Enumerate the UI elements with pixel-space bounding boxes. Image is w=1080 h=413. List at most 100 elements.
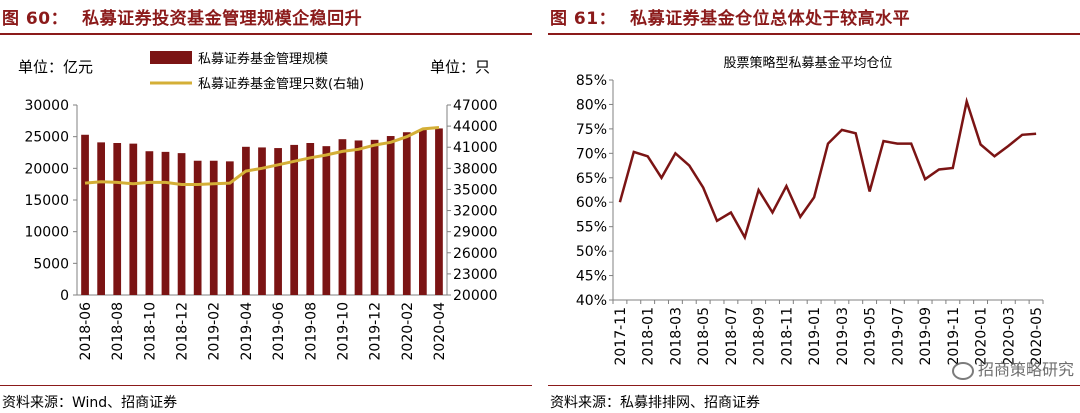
bar-2019-02 [209,160,218,295]
bar-2018-12 [177,153,186,295]
figure-60-chart: 单位：亿元 单位：只 私募证券基金管理规模 私募证券基金管理只数(右轴) 0 50… [18,51,498,361]
bar-2020-03 [419,129,427,295]
figure-61-source-rule [548,385,1080,386]
y-tick-label: 70% [576,146,607,162]
right-y-tick-label: 32000 [453,204,498,220]
right-y-tick-label: 26000 [453,246,498,262]
bar-2019-10 [338,139,347,295]
line-fund-count [84,126,440,186]
right-y-tick-label: 47000 [453,98,498,114]
figure-60-caption: 私募证券投资基金管理规模企稳回升 [82,9,363,29]
x-tick-label: 2019-06 [271,302,287,361]
left-y-tick-label: 25000 [24,130,69,146]
y-tick-label: 75% [576,122,607,138]
y-tick-label: 45% [576,269,607,285]
legend-swatch-bars [150,51,192,64]
bar-2019-08 [306,143,315,295]
left-unit-label: 单位：亿元 [18,58,93,76]
figure-60-panel: 图 60： 私募证券投资基金管理规模企稳回升 单位：亿元 单位：只 私募证券基金管… [0,0,532,413]
left-y-tick-label: 20000 [24,161,69,177]
x-tick-label: 2020-04 [432,302,448,361]
x-tick-label: 2018-05 [696,307,712,366]
right-y-tick-label: 20000 [453,288,498,304]
bar-2020-01 [386,136,395,295]
right-y-tick-label: 44000 [453,119,498,135]
bar-2019-04 [242,146,250,295]
x-tick-label: 2020-02 [400,302,416,361]
figure-61-chart: 股票策略型私募基金平均仓位 40% 45% 50% 55% 60% 65% 70% 75% 80… [576,55,1045,366]
figure-60-title-rule [0,33,532,35]
y-tick-label: 50% [576,244,607,260]
x-tick-label: 2018-03 [668,307,684,366]
bar-2019-12 [370,139,379,295]
left-y-tick-label: 0 [60,288,69,304]
x-tick-label: 2018-06 [78,302,94,361]
figure-61-title-rule [548,33,1080,35]
bar-2018-11 [161,151,170,295]
y-tick-label: 60% [576,195,607,211]
x-tick-label: 2020-05 [1029,307,1045,366]
bar-2020-04 [435,128,443,295]
x-tick-label: 2018-07 [724,307,740,366]
bar-2018-09 [129,143,138,295]
figure-60-number: 图 60： [2,9,69,29]
right-y-tick-label: 29000 [453,225,498,241]
line-average-position [618,96,1037,241]
right-unit-label: 单位：只 [430,58,490,76]
x-tick-label: 2019-12 [368,302,384,361]
x-tick-label: 2018-10 [142,302,158,361]
wechat-icon [951,361,974,380]
right-y-tick-label: 41000 [453,140,498,156]
figure-61-source: 资料来源：私募排排网、招商证券 [550,395,760,411]
figure-60-title: 图 60： 私募证券投资基金管理规模企稳回升 [2,4,362,29]
y-tick-label: 40% [576,293,607,309]
bar-2019-09 [322,146,331,295]
x-tick-label: 2019-11 [946,307,962,366]
x-tick-label: 2019-07 [890,307,906,366]
x-tick-label: 2020-03 [1001,307,1017,366]
x-tick-label: 2019-02 [207,302,223,361]
y-tick-label: 85% [576,73,607,89]
figure-61-panel: 图 61： 私募证券基金仓位总体处于较高水平 股票策略型私募基金平均仓位 40% 4… [548,0,1080,413]
x-tick-label: 2018-11 [779,307,795,366]
bar-2019-07 [290,144,299,295]
y-tick-label: 80% [576,97,607,113]
watermark-text: 招商策略研究 [977,360,1074,379]
x-tick-label: 2020-01 [974,307,990,366]
bar-2018-06 [81,134,89,295]
chart-title: 股票策略型私募基金平均仓位 [723,55,892,71]
watermark: 招商策略研究 [951,356,1074,380]
figure-60-source-rule [0,385,532,386]
bar-2020-02 [402,132,411,295]
left-y-tick-label: 5000 [33,256,69,272]
right-y-tick-label: 38000 [453,161,498,177]
bar-2019-01 [193,160,202,295]
right-y-tick-label: 35000 [453,182,498,198]
legend-label-bars: 私募证券基金管理规模 [198,51,328,67]
x-tick-label: 2018-09 [752,307,768,366]
figure-61-number: 图 61： [550,9,617,29]
x-tick-label: 2018-12 [175,302,191,361]
left-y-tick-label: 15000 [24,193,69,209]
figure-61-caption: 私募证券基金仓位总体处于较高水平 [630,9,911,29]
bar-2019-03 [225,161,234,295]
figure-60-source: 资料来源：Wind、招商证券 [2,395,178,411]
x-tick-label: 2018-08 [110,302,126,361]
bar-2019-05 [258,147,266,295]
y-tick-label: 65% [576,171,607,187]
figure-61-title: 图 61： 私募证券基金仓位总体处于较高水平 [550,4,910,29]
x-tick-label: 2019-05 [863,307,879,366]
bar-2018-08 [113,143,122,295]
x-tick-label: 2019-09 [918,307,934,366]
right-y-tick-label: 23000 [453,267,498,283]
bar-2019-11 [354,140,363,295]
bar-2018-10 [145,151,154,295]
x-tick-label: 2018-01 [641,307,657,366]
legend-label-line: 私募证券基金管理只数(右轴) [198,76,364,92]
x-tick-label: 2019-10 [335,302,351,361]
left-y-tick-label: 30000 [24,98,69,114]
x-tick-label: 2019-01 [807,307,823,366]
left-y-tick-label: 10000 [24,225,69,241]
x-tick-label: 2019-04 [239,302,255,361]
x-tick-label: 2019-08 [303,302,319,361]
